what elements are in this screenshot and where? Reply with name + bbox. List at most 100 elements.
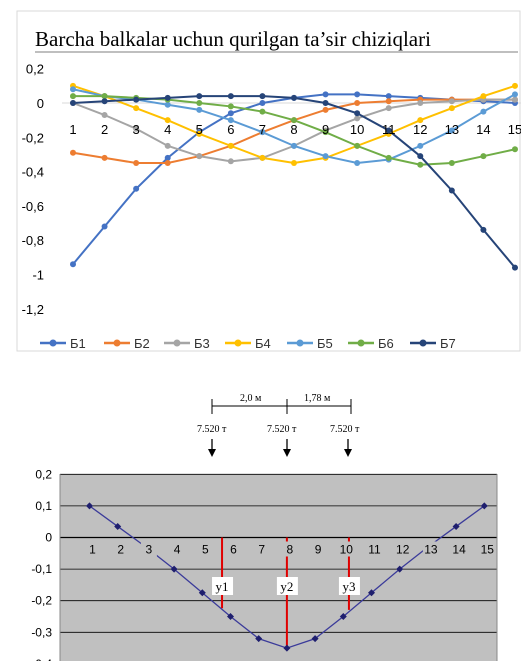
data-point — [164, 142, 171, 149]
chart1-legend: Б1 Б2 Б3 Б4 Б5 Б6 Б7 — [40, 336, 456, 351]
data-point — [290, 117, 297, 124]
load-scheme: 2,0 м 1,78 м 7.520 т 7.520 т 7.520 т — [197, 393, 360, 457]
data-point — [417, 142, 424, 149]
data-point — [368, 589, 375, 597]
data-point — [354, 100, 361, 106]
chart1-title: Barcha balkalar uchun qurilgan ta’sir ch… — [35, 27, 431, 51]
data-point — [511, 146, 518, 153]
data-point — [448, 127, 455, 134]
data-point — [133, 160, 140, 167]
data-point — [133, 185, 140, 192]
legend-label: Б3 — [194, 336, 210, 351]
data-point — [227, 110, 234, 117]
ordinate-label: y3 — [342, 579, 355, 594]
data-point — [417, 117, 424, 124]
data-point — [114, 522, 122, 530]
x-tick-bg — [197, 541, 214, 557]
y-tick-label: 0 — [45, 531, 52, 545]
data-point — [227, 158, 234, 165]
span-label-1: 2,0 м — [240, 393, 262, 404]
data-point — [196, 130, 203, 137]
data-point — [290, 160, 297, 167]
data-point — [283, 644, 291, 652]
data-point — [101, 154, 108, 161]
data-point — [101, 98, 108, 105]
x-tick-bg — [112, 541, 129, 557]
x-tick-bg — [84, 541, 101, 557]
data-point — [198, 589, 206, 597]
legend-label: Б5 — [317, 336, 333, 351]
x-tick-label: 11 — [382, 122, 396, 137]
x-tick-label: 3 — [146, 543, 153, 557]
load-label-3: 7.520 т — [330, 424, 360, 435]
load-arrow-1 — [208, 439, 216, 457]
data-point — [259, 154, 266, 161]
legend-marker — [234, 339, 242, 347]
data-point — [354, 160, 361, 167]
x-tick-label: 3 — [133, 122, 140, 137]
x-tick-label: 7 — [258, 543, 265, 557]
data-point — [511, 91, 518, 98]
data-point — [101, 223, 108, 230]
data-point — [354, 91, 361, 98]
x-tick-label: 2 — [117, 543, 124, 557]
data-point — [227, 117, 234, 124]
y-tick-label: -0,2 — [31, 594, 52, 608]
x-tick-bg — [394, 541, 411, 557]
y-tick-label: -1 — [32, 268, 44, 283]
legend-marker — [357, 339, 365, 347]
data-point — [70, 100, 76, 106]
legend-label: Б2 — [134, 336, 150, 351]
data-point — [196, 106, 203, 113]
data-point — [164, 117, 171, 124]
data-point — [385, 105, 392, 112]
data-point — [290, 94, 297, 101]
data-point — [511, 82, 518, 89]
data-point — [339, 613, 347, 620]
data-point — [164, 94, 171, 101]
data-point — [385, 127, 392, 134]
y-tick-label: -1,2 — [22, 302, 44, 317]
x-tick-bg — [451, 541, 468, 557]
data-point — [322, 106, 329, 113]
data-point — [255, 635, 263, 643]
x-tick-label: 15 — [481, 543, 495, 557]
data-point — [417, 161, 424, 168]
x-tick-label: 4 — [164, 122, 171, 137]
legend-marker — [49, 339, 57, 347]
data-point — [227, 93, 234, 100]
load-arrow-3 — [344, 439, 352, 457]
x-tick-bg — [422, 541, 439, 557]
data-point — [227, 613, 234, 620]
x-tick-label: 14 — [476, 122, 490, 137]
chart2-plot-area — [60, 474, 497, 661]
y-tick-label: -0,4 — [31, 657, 52, 661]
x-tick-bg — [169, 541, 186, 557]
x-tick-label: 10 — [340, 543, 354, 557]
x-tick-label: 6 — [227, 122, 234, 137]
data-point — [480, 153, 487, 160]
y-tick-label: -0,1 — [31, 562, 52, 576]
data-point — [417, 153, 424, 160]
data-point — [86, 502, 93, 510]
y-tick-label: 0 — [37, 96, 44, 111]
data-point — [448, 105, 455, 112]
ordinate-label: y2 — [280, 579, 293, 594]
x-tick-label: 7 — [259, 122, 266, 137]
data-point — [133, 125, 140, 132]
x-tick-label: 6 — [230, 543, 237, 557]
legend-marker — [113, 339, 121, 347]
data-point — [480, 502, 488, 510]
legend-label: Б4 — [255, 336, 271, 351]
data-point — [170, 565, 178, 573]
x-tick-label: 13 — [445, 122, 459, 137]
data-point — [101, 93, 108, 100]
load-label-2: 7.520 т — [267, 424, 297, 435]
legend-label: Б6 — [378, 336, 394, 351]
data-point — [448, 98, 455, 105]
x-tick-label: 4 — [174, 543, 181, 557]
x-tick-label: 8 — [290, 122, 297, 137]
y-tick-label: -0,8 — [22, 233, 44, 248]
data-point — [396, 565, 404, 573]
x-tick-label: 13 — [424, 543, 438, 557]
